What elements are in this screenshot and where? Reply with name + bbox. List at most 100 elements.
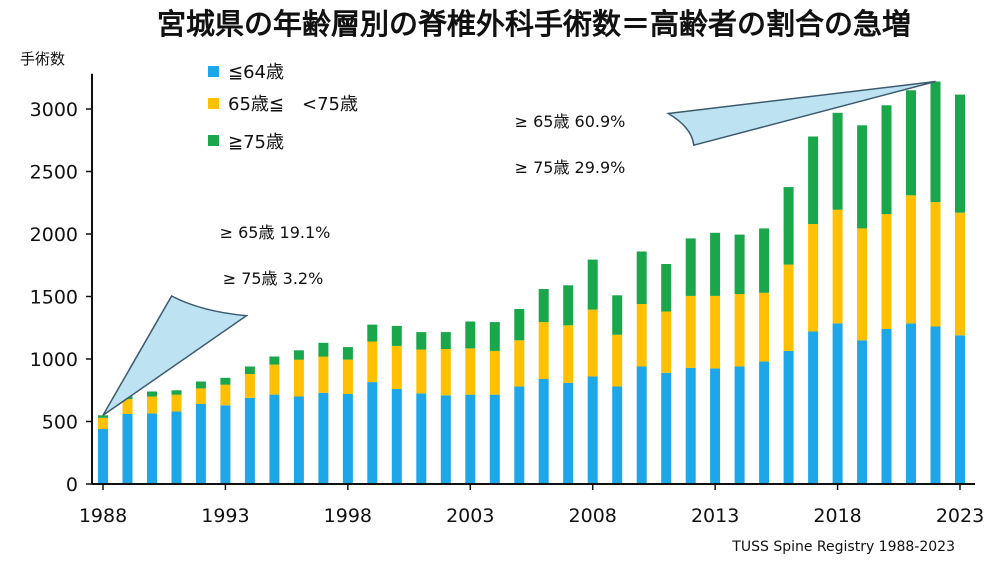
bar-2000-series-2 xyxy=(391,325,402,346)
bar-2002-series-0 xyxy=(440,395,451,485)
bar-2008-series-1 xyxy=(587,309,598,377)
bar-1999-series-1 xyxy=(367,341,378,383)
bar-2017-series-2 xyxy=(808,136,819,224)
bar-1988-series-0 xyxy=(98,429,108,484)
bar-2007-series-2 xyxy=(563,285,574,326)
bar-2016-series-2 xyxy=(783,187,794,265)
bar-1998-series-1 xyxy=(342,359,353,394)
bar-1999-series-2 xyxy=(367,324,378,342)
bar-2021-series-1 xyxy=(906,195,916,324)
bar-2023-series-2 xyxy=(955,94,965,213)
y-tick-label-1000: 1000 xyxy=(30,349,78,371)
bar-1989-series-0 xyxy=(122,414,133,484)
annotation-1988-line2: ≥ 75歳 3.2% xyxy=(223,269,324,288)
bar-2011-series-1 xyxy=(661,311,672,373)
bar-2002-series-2 xyxy=(440,332,451,349)
source-note: TUSS Spine Registry 1988-2023 xyxy=(731,539,955,555)
x-tick-label-2003: 2003 xyxy=(446,505,494,527)
bar-2020-series-2 xyxy=(881,105,892,215)
annotation-1988: ≥ 65歳 19.1% ≥ 75歳 3.2% xyxy=(102,223,331,416)
legend-swatch-75plus xyxy=(208,135,219,146)
bar-1990-series-0 xyxy=(147,413,157,484)
y-tick-label-500: 500 xyxy=(42,412,78,434)
bar-2016-series-0 xyxy=(783,350,794,484)
bar-2008-series-0 xyxy=(587,376,598,484)
y-axis-label: 手術数 xyxy=(20,50,65,68)
y-tick-label-1500: 1500 xyxy=(30,287,78,309)
bar-2006-series-1 xyxy=(538,322,549,379)
bar-2023-series-1 xyxy=(955,212,965,336)
bar-1990-series-1 xyxy=(147,396,157,414)
bar-2007-series-0 xyxy=(563,382,574,485)
bar-1988-series-1 xyxy=(98,417,108,430)
legend-label-75plus: ≧75歳 xyxy=(228,132,284,153)
bar-1995-series-2 xyxy=(269,356,280,365)
bar-2018-series-1 xyxy=(832,209,843,324)
bar-2000-series-1 xyxy=(391,345,402,389)
bar-1995-series-0 xyxy=(269,394,280,484)
callout-bubble-1988 xyxy=(102,295,249,416)
bar-1996-series-0 xyxy=(293,396,304,484)
bar-1994-series-1 xyxy=(244,374,255,398)
bar-2003-series-0 xyxy=(465,394,476,484)
callout-bubble-2022 xyxy=(666,80,936,147)
bar-2022-series-0 xyxy=(930,326,941,484)
bar-2019-series-1 xyxy=(857,228,868,341)
bar-2003-series-1 xyxy=(465,348,476,395)
bar-2003-series-2 xyxy=(465,321,476,349)
y-tick-label-0: 0 xyxy=(66,474,78,496)
bar-2008-series-2 xyxy=(587,259,598,310)
bar-2001-series-1 xyxy=(416,349,427,394)
bar-2021-series-2 xyxy=(906,90,916,196)
bar-2014-series-0 xyxy=(734,366,745,484)
bar-2009-series-1 xyxy=(612,334,623,387)
bar-1996-series-2 xyxy=(293,350,304,360)
bar-2013-series-0 xyxy=(710,368,721,484)
bar-2012-series-0 xyxy=(685,367,696,485)
bar-2009-series-2 xyxy=(612,295,623,335)
bar-1988-series-2 xyxy=(98,415,108,418)
bar-2010-series-0 xyxy=(636,366,647,484)
bar-2022-series-2 xyxy=(930,81,941,203)
annotation-1988-line1: ≥ 65歳 19.1% xyxy=(220,223,331,242)
bar-1994-series-0 xyxy=(244,397,255,485)
bar-2012-series-2 xyxy=(685,238,696,296)
bar-2018-series-2 xyxy=(832,112,843,210)
legend-label-65to74: 65歳≦ <75歳 xyxy=(228,94,358,115)
bar-1993-series-0 xyxy=(220,405,231,485)
bar-2007-series-1 xyxy=(563,325,574,383)
bar-1992-series-0 xyxy=(195,404,206,484)
bar-2002-series-1 xyxy=(440,349,451,396)
y-tick-label-3000: 3000 xyxy=(30,99,78,121)
bar-2011-series-2 xyxy=(661,264,672,312)
bar-2001-series-0 xyxy=(416,393,427,484)
x-tick-label-2018: 2018 xyxy=(813,505,861,527)
bar-1998-series-0 xyxy=(342,394,353,484)
annotation-2022: ≥ 65歳 60.9% ≥ 75歳 29.9% xyxy=(515,80,936,177)
bar-2000-series-0 xyxy=(391,389,402,484)
bar-1998-series-2 xyxy=(342,347,353,360)
bar-1994-series-2 xyxy=(244,366,255,374)
bar-2018-series-0 xyxy=(832,323,843,484)
bar-2010-series-2 xyxy=(636,251,647,304)
bar-1992-series-1 xyxy=(195,388,206,404)
bar-1991-series-2 xyxy=(171,390,182,395)
bar-1991-series-0 xyxy=(171,411,182,484)
bar-1992-series-2 xyxy=(195,381,206,389)
bar-2009-series-0 xyxy=(612,386,623,484)
x-tick-label-1998: 1998 xyxy=(324,505,372,527)
bar-2014-series-2 xyxy=(734,234,745,294)
bar-1999-series-0 xyxy=(367,382,378,484)
bar-2011-series-0 xyxy=(661,372,672,485)
legend-swatch-65to74 xyxy=(208,98,219,109)
bar-2019-series-2 xyxy=(857,125,868,229)
x-tick-label-1988: 1988 xyxy=(79,505,127,527)
bar-2005-series-2 xyxy=(514,309,525,341)
bar-2015-series-0 xyxy=(759,361,770,484)
x-tick-label-2013: 2013 xyxy=(691,505,739,527)
bar-2015-series-2 xyxy=(759,228,770,293)
bar-1990-series-2 xyxy=(147,391,157,397)
bar-2005-series-0 xyxy=(514,386,525,484)
bar-2016-series-1 xyxy=(783,264,794,351)
bar-1993-series-1 xyxy=(220,384,231,406)
